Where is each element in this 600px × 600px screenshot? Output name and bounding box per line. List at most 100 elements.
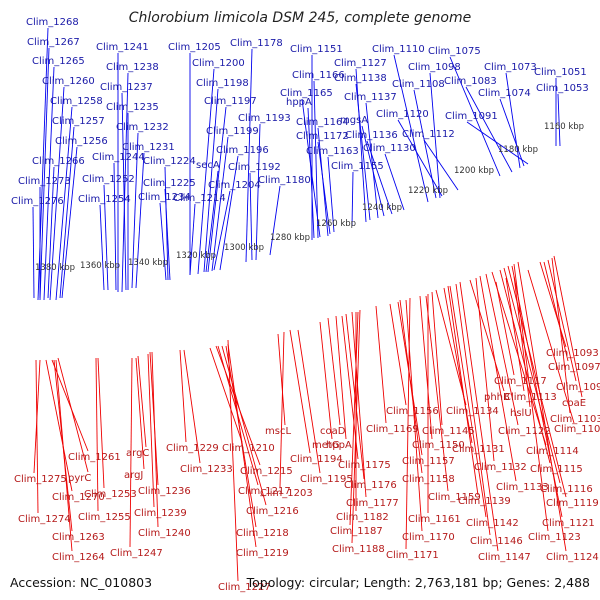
forward-gene-label: Clim_1234 bbox=[138, 192, 191, 203]
forward-leader-line bbox=[317, 141, 331, 235]
forward-leader-line bbox=[466, 121, 529, 165]
forward-leader-line bbox=[205, 170, 219, 273]
forward-gene-label: Clim_1244 bbox=[92, 152, 145, 163]
forward-gene-label: Clim_1258 bbox=[50, 96, 103, 107]
reverse-gene-label: Clim_1261 bbox=[68, 452, 121, 463]
forward-gene-label: Clim_1138 bbox=[334, 73, 387, 84]
forward-leader-line bbox=[327, 156, 335, 233]
reverse-leader-line bbox=[475, 277, 495, 462]
reverse-gene-label: hslU bbox=[510, 408, 532, 419]
reverse-gene-label: Clim_1216 bbox=[246, 506, 299, 517]
reverse-gene-label: pyrC bbox=[68, 473, 91, 484]
forward-gene-label: Clim_1165 bbox=[280, 88, 333, 99]
reverse-gene-label: Clim_1274 bbox=[18, 514, 71, 525]
reverse-gene-label: Clim_1156 bbox=[386, 406, 439, 417]
reverse-gene-label: Clim_1114 bbox=[526, 446, 579, 457]
forward-leader-line bbox=[131, 132, 139, 289]
reverse-gene-label: Clim_1264 bbox=[52, 552, 105, 563]
forward-leader-line bbox=[557, 93, 561, 147]
reverse-gene-label: Clim_1275 bbox=[14, 474, 67, 485]
forward-gene-label: Clim_1205 bbox=[168, 42, 221, 53]
reverse-leader-line bbox=[297, 329, 321, 474]
reverse-gene-label: Clim_1215 bbox=[240, 466, 293, 477]
reverse-leader-line bbox=[553, 255, 583, 398]
forward-gene-label: Clim_1151 bbox=[290, 44, 343, 55]
forward-gene-label: Clim_1073 bbox=[484, 62, 537, 73]
tick-label: 1340 kbp bbox=[128, 258, 168, 268]
reverse-gene-label: Clim_1132 bbox=[474, 462, 527, 473]
forward-gene-label: Clim_1074 bbox=[478, 88, 531, 99]
forward-gene-label: Clim_1192 bbox=[228, 162, 281, 173]
reverse-leader-line bbox=[547, 259, 577, 382]
reverse-leader-line bbox=[543, 261, 569, 362]
forward-gene-label: Clim_1172 bbox=[296, 131, 349, 142]
tick-label: 1160 kbp bbox=[544, 122, 584, 132]
forward-gene-label: Clim_1241 bbox=[96, 42, 149, 53]
forward-gene-label: hppA bbox=[286, 97, 312, 108]
reverse-leader-line bbox=[147, 353, 155, 508]
forward-leader-line bbox=[39, 47, 50, 301]
reverse-leader-line bbox=[51, 359, 89, 452]
reverse-gene-label: Clim_1133 bbox=[496, 482, 549, 493]
reverse-leader-line bbox=[279, 331, 285, 488]
forward-leader-line bbox=[197, 68, 215, 275]
reverse-leader-line bbox=[35, 359, 39, 514]
forward-leader-line bbox=[43, 66, 55, 301]
forward-leader-line bbox=[366, 140, 393, 215]
position-ticks: 1160 kbp 1180 kbp 1200 kbp 1220 kbp 1240 kbp… bbox=[35, 122, 584, 273]
forward-gene-label: Clim_1232 bbox=[116, 122, 169, 133]
forward-leader-line bbox=[361, 125, 385, 217]
reverse-gene-label: Clim_1239 bbox=[134, 508, 187, 519]
label-leader-lines bbox=[32, 27, 583, 582]
reverse-gene-label: Clim_1169 bbox=[366, 424, 419, 435]
reverse-leader-line bbox=[405, 299, 423, 532]
reverse-gene-label: Clim_1255 bbox=[78, 512, 131, 523]
reverse-gene-label: Clim_1170 bbox=[402, 532, 455, 543]
reverse-leader-line bbox=[375, 305, 387, 424]
tick-label: 1220 kbp bbox=[408, 186, 448, 196]
reverse-leader-line bbox=[137, 355, 147, 448]
forward-gene-label: Clim_1164 bbox=[296, 117, 349, 128]
forward-gene-label: Clim_1110 bbox=[372, 44, 425, 55]
reverse-leader-line bbox=[349, 311, 359, 526]
reverse-gene-label: metG bbox=[312, 440, 340, 451]
reverse-gene-label: Clim_1253 bbox=[84, 489, 137, 500]
reverse-gene-label: Clim_1187 bbox=[330, 526, 383, 537]
reverse-leader-line bbox=[319, 321, 333, 440]
forward-gene-label: Clim_1257 bbox=[52, 116, 105, 127]
reverse-leader-line bbox=[277, 333, 286, 426]
forward-leader-line bbox=[269, 185, 281, 256]
reverse-leader-line bbox=[495, 281, 515, 376]
reverse-gene-label: Clim_1233 bbox=[180, 464, 233, 475]
forward-leader-line bbox=[429, 72, 441, 199]
reverse-leader-line bbox=[351, 311, 367, 498]
reverse-gene-label: Clim_1142 bbox=[466, 518, 519, 529]
forward-leader-line bbox=[32, 206, 35, 299]
forward-leader-line bbox=[423, 139, 459, 191]
forward-gene-label: Clim_1266 bbox=[32, 156, 85, 167]
forward-leader-line bbox=[207, 106, 227, 273]
reverse-gene-label: mscL bbox=[265, 426, 291, 437]
forward-leader-line bbox=[211, 136, 229, 272]
forward-leader-line bbox=[307, 107, 315, 239]
reverse-leader-line bbox=[289, 329, 311, 454]
forward-leader-line bbox=[505, 72, 521, 169]
reverse-leader-line bbox=[335, 315, 347, 440]
forward-leader-line bbox=[249, 172, 253, 261]
reverse-gene-label: Clim_1139 bbox=[458, 496, 511, 507]
reverse-leader-line bbox=[399, 299, 423, 474]
forward-gene-label: Clim_1238 bbox=[106, 62, 159, 73]
forward-gene-label: Clim_1237 bbox=[100, 82, 153, 93]
reverse-gene-label: Clim_1097 bbox=[548, 362, 600, 373]
forward-gene-label: Clim_1136 bbox=[345, 130, 398, 141]
forward-leader-line bbox=[49, 86, 65, 301]
forward-gene-label: Clim_1178 bbox=[230, 38, 283, 49]
forward-gene-label: Clim_1112 bbox=[402, 129, 455, 140]
reverse-leader-line bbox=[351, 309, 361, 544]
reverse-gene-label: hppA bbox=[326, 440, 352, 451]
tick-label: 1240 kbp bbox=[362, 203, 402, 213]
reverse-gene-label: Clim_1182 bbox=[336, 512, 389, 523]
reverse-leader-line bbox=[513, 263, 549, 532]
genome-summary-text: Topology: circular; Length: 2,763,181 bp… bbox=[246, 575, 590, 590]
forward-leader-line bbox=[59, 126, 75, 299]
